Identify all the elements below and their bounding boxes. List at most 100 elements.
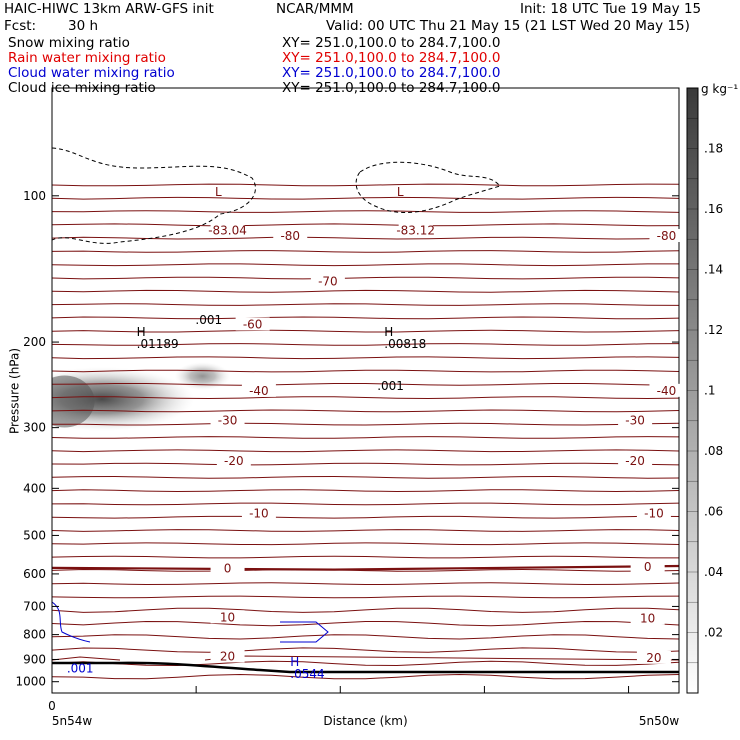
colorbar-tick-label: .16 bbox=[704, 202, 723, 216]
temperature-label-bg bbox=[210, 649, 245, 663]
temperature-label: 20 bbox=[220, 649, 235, 663]
isotherm-line bbox=[52, 607, 679, 613]
y-tick-label: 700 bbox=[23, 599, 46, 613]
colorbar-tick-label: .02 bbox=[704, 626, 723, 640]
temperature-label: -30 bbox=[625, 413, 645, 427]
isotherm-line bbox=[52, 489, 679, 493]
cloud-ice-shading-east bbox=[174, 362, 231, 391]
isotherm-line bbox=[52, 555, 679, 559]
colorbar-tick-label: .04 bbox=[704, 565, 723, 579]
temperature-label-bg bbox=[630, 559, 665, 573]
x-left-location: 5n54w bbox=[52, 714, 93, 728]
model-title: HAIC-HIWC 13km ARW-GFS init bbox=[4, 1, 214, 17]
isotherm-line bbox=[52, 250, 679, 253]
isotherm-line bbox=[52, 620, 679, 627]
isotherm-line bbox=[52, 660, 679, 667]
isotherm-line bbox=[52, 236, 679, 240]
isotherm-line bbox=[52, 223, 679, 227]
high-marker: H bbox=[384, 325, 393, 339]
temperature-label: 0 bbox=[644, 560, 652, 574]
y-tick-label: 900 bbox=[23, 652, 46, 666]
colorbar-tick-label: .14 bbox=[704, 263, 723, 277]
temperature-label-bg bbox=[241, 383, 276, 397]
isotherm-line bbox=[52, 263, 679, 267]
temperature-label-bg bbox=[235, 317, 270, 331]
isotherm-line bbox=[52, 673, 679, 680]
field-name-snow: Snow mixing ratio bbox=[8, 35, 130, 51]
colorbar-unit: g kg⁻¹ bbox=[701, 82, 738, 96]
y-tick-label: 300 bbox=[23, 421, 46, 435]
contour-label: .001 bbox=[67, 662, 94, 676]
contour-label: .001 bbox=[377, 379, 404, 393]
isotherm-line bbox=[52, 582, 679, 586]
y-tick-label: 600 bbox=[23, 567, 46, 581]
temperature-label-bg bbox=[636, 506, 671, 520]
temperature-label: -83.04 bbox=[208, 224, 247, 238]
isotherm-line bbox=[52, 449, 679, 453]
temperature-label: -30 bbox=[218, 413, 238, 427]
isotherm-line bbox=[52, 343, 679, 346]
colorbar-tick-label: .06 bbox=[704, 505, 723, 519]
temperature-label-bg bbox=[273, 229, 308, 243]
temperature-label: -80 bbox=[657, 229, 677, 243]
colorbar-tick-label: .08 bbox=[704, 444, 723, 458]
isotherm-line bbox=[52, 276, 679, 280]
temperature-label: -60 bbox=[243, 317, 263, 331]
isotherm-line bbox=[52, 356, 679, 360]
freezing-level-line bbox=[52, 564, 679, 571]
isotherm-line bbox=[52, 436, 679, 439]
extremum-value: .00818 bbox=[384, 337, 426, 351]
temperature-label-bg bbox=[636, 650, 671, 664]
forecast-hours: 30 h bbox=[68, 18, 99, 34]
temperature-label: 10 bbox=[220, 610, 235, 624]
cloud-water-contour-west bbox=[52, 601, 91, 643]
x-right-location: 5n50w bbox=[639, 714, 680, 728]
temperature-label: -20 bbox=[625, 454, 645, 468]
near-surface-contour bbox=[204, 655, 679, 661]
isotherm-line bbox=[52, 475, 679, 479]
high-marker: H bbox=[137, 325, 146, 339]
temperature-label-bg bbox=[310, 274, 345, 288]
isotherm-line bbox=[52, 369, 679, 373]
y-tick-label: 800 bbox=[23, 628, 46, 642]
temperature-label: 10 bbox=[640, 612, 655, 626]
temperature-label-bg bbox=[618, 413, 653, 427]
x-axis-label: Distance (km) bbox=[323, 714, 407, 728]
isotherm-line bbox=[52, 647, 679, 653]
y-tick-label: 1000 bbox=[15, 675, 46, 689]
colorbar-tick-label: .1 bbox=[704, 384, 715, 398]
isotherm-line bbox=[52, 396, 679, 400]
temperature-label: -40 bbox=[657, 384, 677, 398]
temperature-label-bg bbox=[618, 453, 653, 467]
temperature-label: -20 bbox=[224, 454, 244, 468]
isotherm-line bbox=[52, 568, 679, 572]
org-label: NCAR/MMM bbox=[276, 1, 354, 17]
isotherm-line bbox=[52, 422, 679, 426]
field-xy-cloud-water: XY= 251.0,100.0 to 284.7,100.0 bbox=[282, 65, 501, 81]
isotherm-line bbox=[52, 210, 679, 213]
isotherm-line bbox=[52, 462, 679, 466]
extremum-value: .0544 bbox=[290, 667, 324, 681]
cloud-ice-core bbox=[52, 375, 95, 428]
temperature-label-bg bbox=[210, 223, 245, 237]
temperature-label-bg bbox=[210, 561, 245, 575]
isotherm-line bbox=[52, 542, 679, 546]
forecast-label: Fcst: bbox=[4, 18, 37, 34]
snow-contour-west bbox=[52, 147, 256, 244]
low-marker: L bbox=[397, 185, 404, 199]
temperature-label-bg bbox=[210, 610, 245, 624]
low-marker: L bbox=[215, 185, 222, 199]
valid-time: Valid: 00 UTC Thu 21 May 15 (21 LST Wed … bbox=[326, 18, 690, 34]
field-xy-rain: XY= 251.0,100.0 to 284.7,100.0 bbox=[282, 50, 501, 66]
isotherm-line bbox=[52, 196, 679, 200]
temperature-label-bg bbox=[398, 223, 433, 237]
temperature-label: -83.12 bbox=[396, 224, 435, 238]
temperature-label-bg bbox=[630, 611, 665, 625]
init-time: Init: 18 UTC Tue 19 May 15 bbox=[520, 1, 702, 17]
temperature-label: -40 bbox=[249, 384, 269, 398]
temperature-label-bg bbox=[210, 413, 245, 427]
temperature-label-bg bbox=[649, 229, 684, 243]
isotherm-line bbox=[52, 502, 679, 506]
isotherm-line bbox=[52, 515, 679, 519]
